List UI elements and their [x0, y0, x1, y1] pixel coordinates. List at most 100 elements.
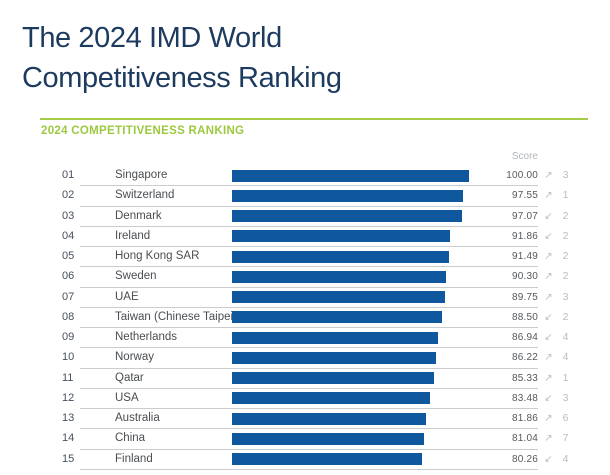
- rank-change: 2: [562, 270, 569, 283]
- table-row: 02 Switzerland 97.55 ↗ 1: [0, 186, 610, 207]
- score-bar: [232, 453, 423, 466]
- rank-change: 2: [562, 229, 569, 242]
- country-label: Hong Kong SAR: [115, 250, 200, 263]
- rank-change: 4: [562, 452, 569, 465]
- score-bar: [232, 372, 435, 385]
- score-value: 91.86: [511, 230, 538, 242]
- score-bar: [232, 311, 442, 324]
- score-bar: [232, 351, 437, 364]
- score-value: 81.04: [511, 433, 538, 445]
- country-label: Sweden: [115, 270, 157, 283]
- score-bar: [232, 189, 464, 202]
- score-bar: [232, 210, 463, 223]
- score-value: 85.33: [511, 372, 538, 384]
- rank-label: 15: [62, 452, 75, 465]
- table-row: 04 Ireland 91.86 ↙ 2: [0, 227, 610, 248]
- score-value: 89.75: [511, 291, 538, 303]
- row-separator: [80, 246, 538, 248]
- score-value: 86.22: [511, 352, 538, 364]
- score-value: 90.30: [511, 271, 538, 283]
- table-row: 11 Qatar 85.33 ↗ 1: [0, 369, 610, 389]
- trend-down-icon: ↙: [544, 392, 553, 404]
- rank-change: 1: [562, 189, 569, 202]
- trend-up-icon: ↗: [544, 190, 553, 202]
- rank-change: 4: [562, 331, 569, 344]
- score-value: 97.07: [511, 210, 538, 222]
- trend-down-icon: ↙: [544, 230, 553, 242]
- table-row: 12 USA 83.48 ↙ 3: [0, 389, 610, 410]
- country-label: China: [115, 432, 146, 445]
- country-label: Netherlands: [115, 331, 178, 344]
- table-row: 15 Finland 80.26 ↙ 4: [0, 450, 610, 470]
- row-separator: [80, 448, 538, 450]
- row-separator: [80, 468, 538, 470]
- country-label: Denmark: [115, 209, 162, 222]
- country-label: Norway: [115, 351, 154, 364]
- country-label: Taiwan (Chinese Taipei): [115, 310, 237, 323]
- score-bar: [232, 250, 449, 263]
- row-separator: [80, 327, 538, 329]
- table-row: 05 Hong Kong SAR 91.49 ↗ 2: [0, 247, 610, 268]
- country-label: USA: [115, 391, 139, 404]
- score-bar: [232, 270, 446, 283]
- score-value: 81.86: [511, 413, 538, 425]
- table-row: 01 Singapore 100.00 ↗ 3: [0, 166, 610, 187]
- rank-label: 06: [62, 270, 75, 283]
- row-separator: [80, 185, 538, 187]
- row-separator: [80, 428, 538, 430]
- score-value: 83.48: [511, 392, 538, 404]
- row-separator: [80, 387, 538, 389]
- score-value: 80.26: [511, 453, 538, 465]
- score-value: 97.55: [511, 190, 538, 202]
- table-row: 06 Sweden 90.30 ↗ 2: [0, 267, 610, 288]
- row-separator: [80, 225, 538, 227]
- table-row: 13 Australia 81.86 ↗ 6: [0, 409, 610, 430]
- rank-label: 04: [62, 229, 75, 242]
- table-row: 10 Norway 86.22 ↗ 4: [0, 348, 610, 369]
- score-bar: [232, 331, 438, 344]
- section-heading: 2024 COMPETITIVENESS RANKING: [41, 125, 245, 137]
- trend-up-icon: ↗: [544, 271, 553, 283]
- score-bar: [232, 291, 445, 304]
- rank-change: 6: [562, 412, 569, 425]
- country-label: Qatar: [115, 371, 144, 384]
- table-row: 09 Netherlands 86.94 ↙ 4: [0, 328, 610, 349]
- section-divider: [40, 118, 588, 120]
- table-row: 03 Denmark 97.07 ↙ 2: [0, 207, 610, 227]
- score-value: 91.49: [511, 251, 538, 263]
- rank-label: 10: [62, 351, 75, 364]
- rank-change: 3: [562, 290, 569, 303]
- page-title-line1: The 2024 IMD World: [22, 22, 282, 54]
- score-value: 88.50: [511, 311, 538, 323]
- rank-label: 12: [62, 391, 75, 404]
- score-column-header: Score: [511, 151, 538, 162]
- row-separator: [80, 408, 538, 410]
- rank-change: 3: [562, 169, 569, 181]
- country-label: Switzerland: [115, 189, 175, 202]
- trend-down-icon: ↙: [544, 453, 553, 465]
- table-row: 07 UAE 89.75 ↗ 3: [0, 288, 610, 308]
- trend-up-icon: ↗: [544, 372, 553, 384]
- country-label: Singapore: [115, 169, 168, 181]
- rank-change: 2: [562, 310, 569, 323]
- row-separator: [80, 286, 538, 288]
- trend-down-icon: ↙: [544, 210, 553, 222]
- rank-label: 01: [62, 169, 75, 181]
- score-bar: [232, 169, 469, 182]
- trend-up-icon: ↗: [544, 352, 553, 364]
- trend-up-icon: ↗: [544, 170, 553, 181]
- row-separator: [80, 266, 538, 268]
- score-bar: [232, 412, 426, 425]
- rank-label: 14: [62, 432, 75, 445]
- table-row: 14 China 81.04 ↗ 7: [0, 429, 610, 450]
- rank-label: 03: [62, 209, 75, 222]
- rank-change: 7: [562, 432, 569, 445]
- trend-up-icon: ↗: [544, 433, 553, 445]
- rank-change: 2: [562, 209, 569, 222]
- score-bar: [232, 230, 450, 243]
- rank-label: 09: [62, 331, 75, 344]
- rank-label: 11: [62, 371, 74, 384]
- ranking-table: 01 Singapore 100.00 ↗ 3 02 Switzerland 97.55 ↗ 1 0…: [0, 166, 610, 470]
- country-label: UAE: [115, 290, 139, 303]
- rank-change: 1: [562, 371, 569, 384]
